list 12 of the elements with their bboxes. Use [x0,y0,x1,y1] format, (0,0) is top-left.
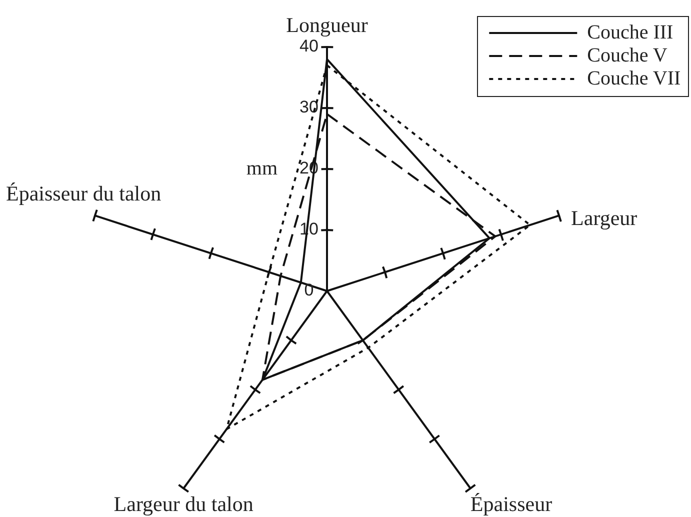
y-tick-label: 0 [304,280,314,300]
text: mm [246,157,278,180]
spoke-label: Longueur [286,13,368,38]
spoke-label: Épaisseur [470,492,552,516]
spoke-label: Épaisseur du talon [6,182,162,206]
spoke-label: Largeur du talon [114,492,254,516]
y-tick-label: 30 [300,98,318,117]
legend-label: Couche III [587,21,674,44]
spoke-label: Largeur [571,206,638,230]
legend-label: Couche V [587,44,668,66]
y-tick-label: 40 [300,36,318,56]
legend-label: Couche VII [587,67,681,90]
